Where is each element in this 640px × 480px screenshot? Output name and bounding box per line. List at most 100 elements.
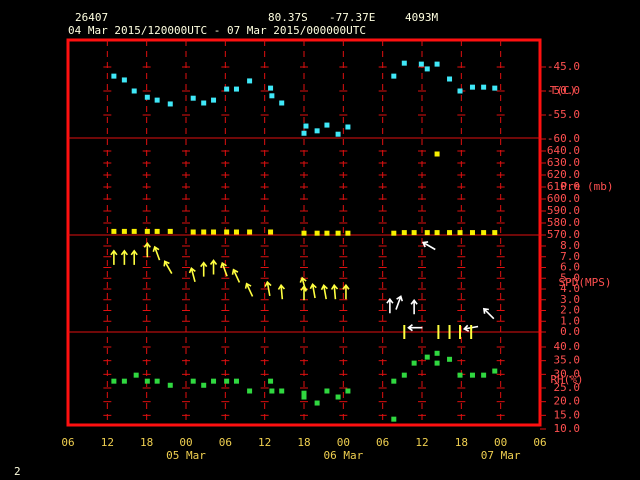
- wind-arrow: [264, 280, 272, 297]
- point: [224, 378, 230, 384]
- x-tick-label: 18: [455, 436, 468, 449]
- point: [233, 229, 239, 235]
- point: [434, 230, 440, 236]
- point: [268, 229, 274, 235]
- wind-arrow: [130, 249, 138, 265]
- y-tick-label: 580.0: [547, 216, 580, 229]
- arrow-shape: [386, 297, 394, 314]
- point: [131, 88, 137, 94]
- point: [434, 350, 440, 356]
- point: [434, 61, 440, 67]
- y-tick-label: 4.0: [560, 282, 580, 295]
- wind-arrow: [386, 297, 394, 314]
- y-tick-label: 590.0: [547, 204, 580, 217]
- y-tick-label: -50.0: [547, 84, 580, 97]
- wind-arrow: [163, 260, 173, 274]
- wind-arrow: [342, 283, 350, 300]
- point: [457, 230, 463, 236]
- wind-arrow: [407, 324, 423, 332]
- arrow-shape: [130, 249, 138, 265]
- point: [424, 66, 430, 72]
- arrow-shape: [330, 283, 339, 300]
- wind-arrow: [143, 241, 151, 258]
- point: [201, 229, 207, 235]
- point: [401, 60, 407, 66]
- y-tick-label: 7.0: [560, 250, 580, 263]
- point: [492, 368, 498, 374]
- point: [247, 388, 253, 394]
- point: [190, 378, 196, 384]
- point: [391, 230, 397, 236]
- point: [411, 230, 417, 236]
- y-axis-label: Pre (mb): [561, 180, 614, 193]
- point: [447, 356, 453, 362]
- wind-arrow: [330, 283, 339, 300]
- point: [144, 94, 150, 100]
- y-tick-label: 35.0: [554, 354, 581, 367]
- y-tick-label: 570.0: [547, 228, 580, 241]
- point: [314, 400, 320, 406]
- wind-arrow: [209, 259, 218, 275]
- wind-arrow: [410, 298, 418, 315]
- date-label: 07 Mar: [481, 449, 521, 462]
- point: [301, 394, 307, 400]
- y-tick-label: 30.0: [554, 367, 581, 380]
- point: [190, 229, 196, 235]
- page-number: 2: [14, 465, 21, 478]
- point: [279, 100, 285, 106]
- point: [324, 388, 330, 394]
- x-tick-label: 12: [415, 436, 428, 449]
- y-tick-label: -45.0: [547, 60, 580, 73]
- wind-arrow: [244, 282, 254, 297]
- arrow-shape: [244, 282, 254, 297]
- y-tick-label: 620.0: [547, 168, 580, 181]
- y-tick-label: 600.0: [547, 192, 580, 205]
- x-tick-label: 00: [494, 436, 507, 449]
- x-tick-label: 18: [297, 436, 310, 449]
- x-tick-label: 06: [219, 436, 232, 449]
- wind-arrow: [152, 245, 161, 261]
- arrow-shape: [264, 280, 272, 297]
- point: [154, 378, 160, 384]
- y-tick-label: 630.0: [547, 156, 580, 169]
- wind-arrow: [231, 268, 241, 283]
- arrow-shape: [342, 283, 350, 300]
- point: [190, 95, 196, 101]
- point: [424, 230, 430, 236]
- wind-arrow: [120, 249, 129, 265]
- arrow-shape: [209, 259, 218, 275]
- arrow-shape: [309, 282, 317, 299]
- arrow-shape: [410, 298, 418, 315]
- point: [144, 378, 150, 384]
- point: [167, 101, 173, 107]
- date-label: 06 Mar: [323, 449, 363, 462]
- period: 04 Mar 2015/120000UTC - 07 Mar 2015/0000…: [68, 24, 366, 37]
- arrow-shape: [277, 283, 286, 300]
- point: [301, 230, 307, 236]
- x-tick-label: 18: [140, 436, 153, 449]
- y-axis-label: RH(%): [550, 373, 583, 386]
- point: [391, 378, 397, 384]
- wind-arrow: [309, 282, 317, 299]
- arrow-shape: [407, 324, 423, 332]
- wind-arrow: [188, 266, 196, 282]
- y-tick-label: -55.0: [547, 108, 580, 121]
- wind-arrow: [110, 249, 118, 265]
- point: [167, 228, 173, 234]
- point: [324, 122, 330, 128]
- point: [345, 388, 351, 394]
- y-tick-label: 40.0: [554, 340, 581, 353]
- arrow-shape: [200, 261, 208, 277]
- point: [111, 73, 117, 79]
- point: [424, 354, 430, 360]
- y-tick-label: 3.0: [560, 293, 580, 306]
- point: [411, 360, 417, 366]
- point: [314, 230, 320, 236]
- arrow-shape: [120, 249, 129, 265]
- y-tick-label: 5.0: [560, 271, 580, 284]
- point: [247, 78, 253, 84]
- point: [211, 97, 217, 103]
- y-tick-label: 20.0: [554, 395, 581, 408]
- arrow-shape: [143, 241, 151, 258]
- arrow-shape: [220, 261, 228, 277]
